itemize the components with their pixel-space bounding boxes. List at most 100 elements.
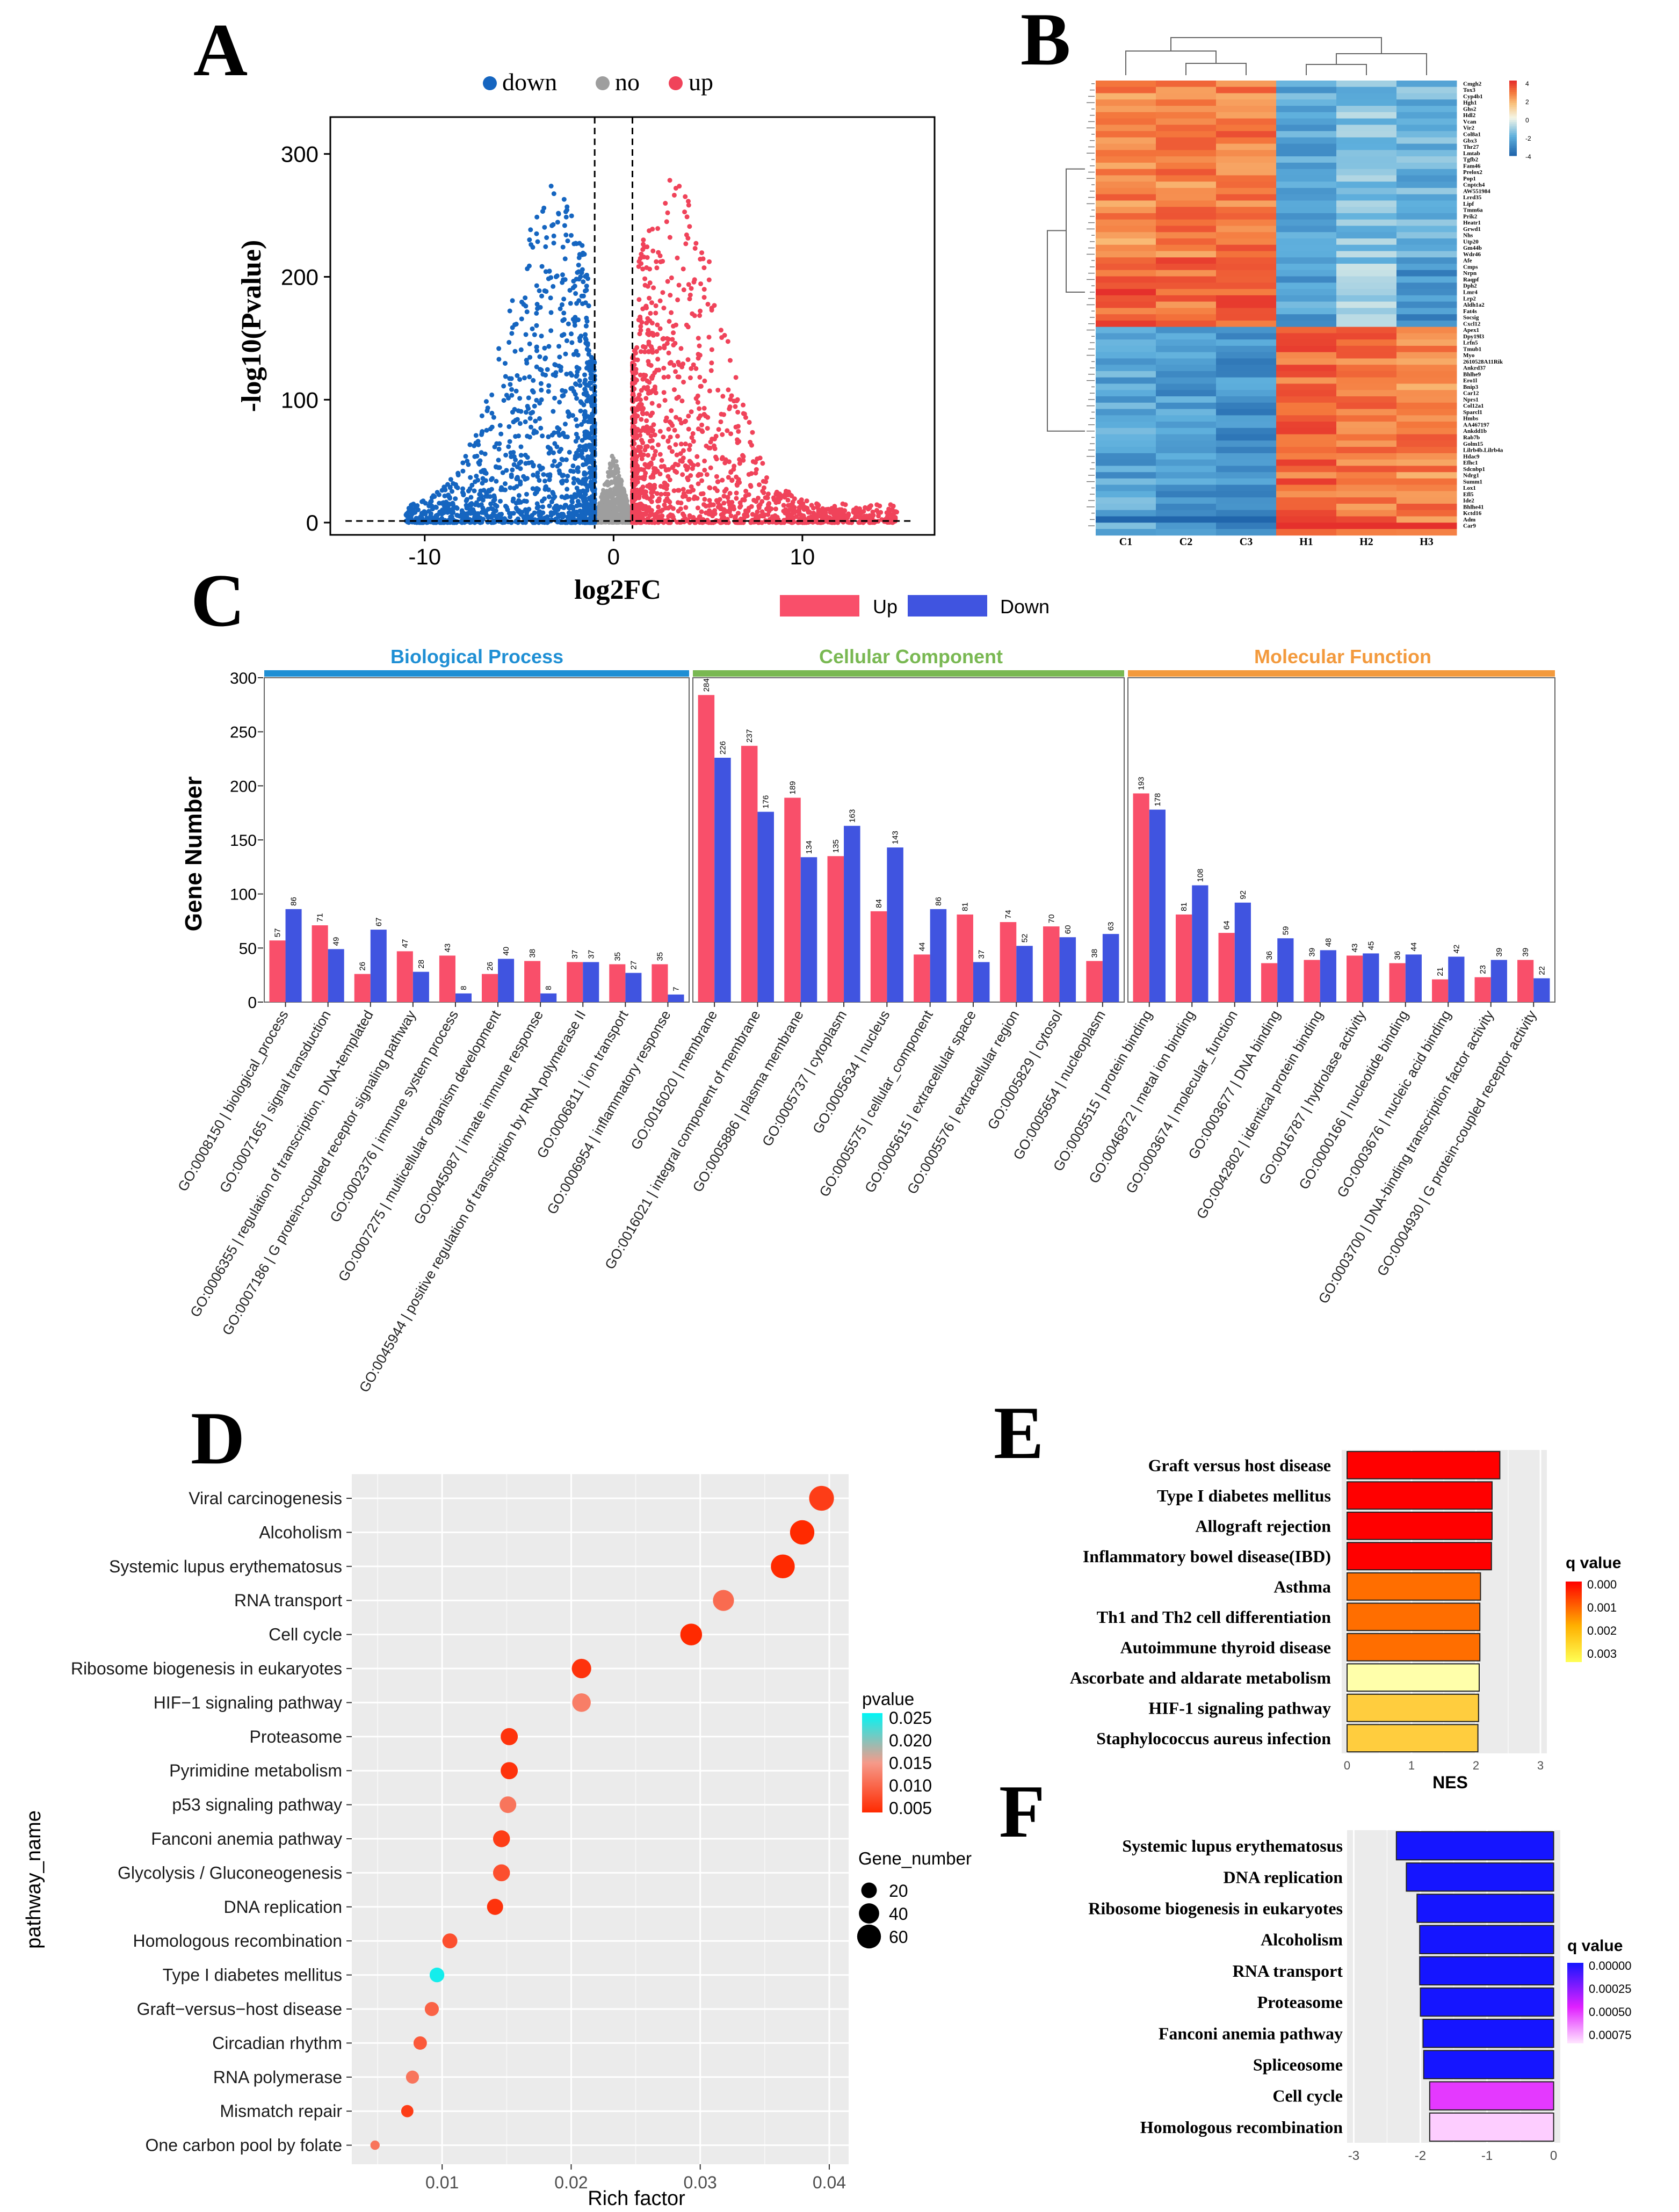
bar-up-label: 71 — [316, 913, 325, 922]
down-point — [564, 338, 569, 343]
down-point — [496, 458, 501, 463]
up-point — [736, 429, 741, 434]
down-point — [537, 288, 542, 293]
no-point — [619, 485, 624, 490]
down-point — [539, 293, 545, 299]
down-point — [576, 255, 582, 260]
up-point — [889, 506, 895, 512]
heatmap-cell — [1096, 516, 1156, 523]
up-point — [645, 244, 650, 250]
y-tick-label: 0 — [248, 994, 257, 1012]
down-point — [588, 520, 594, 525]
heatmap-cell — [1336, 156, 1397, 163]
down-point — [547, 503, 552, 509]
bar-up — [870, 911, 887, 1002]
down-point — [506, 511, 512, 516]
down-point — [575, 423, 580, 429]
up-point — [681, 266, 686, 272]
gene-label: Sdcnbp1 — [1463, 466, 1485, 473]
bar-up-label: 43 — [443, 944, 452, 953]
up-point — [728, 396, 733, 402]
heatmap-cell — [1216, 99, 1277, 106]
down-point — [406, 505, 411, 511]
down-point — [501, 398, 506, 403]
no-point — [602, 482, 607, 487]
down-point — [556, 514, 561, 519]
up-point — [699, 509, 704, 514]
up-point — [805, 518, 810, 523]
heatmap-cell — [1276, 276, 1337, 283]
down-point — [526, 395, 531, 401]
down-point — [527, 434, 532, 440]
down-point — [542, 288, 547, 294]
up-point — [671, 323, 676, 329]
bar-up-label: 237 — [745, 729, 754, 743]
pvalue-tick-label: 0.025 — [889, 1708, 932, 1728]
down-point — [542, 478, 547, 484]
up-point — [649, 376, 655, 381]
up-point — [665, 210, 670, 215]
bar-up-label: 135 — [831, 839, 841, 853]
up-point — [888, 502, 893, 507]
up-point — [713, 454, 718, 460]
heatmap-cell — [1216, 365, 1277, 372]
gene-label: Raqpf — [1463, 277, 1479, 283]
down-point — [535, 239, 540, 244]
heatmap-cell — [1096, 523, 1156, 530]
heatmap-cell — [1096, 466, 1156, 473]
up-point — [647, 438, 653, 444]
up-point — [644, 411, 649, 416]
up-point — [661, 375, 667, 380]
up-point — [656, 504, 661, 510]
down-point — [515, 373, 520, 378]
down-point — [509, 393, 515, 398]
up-point — [687, 513, 692, 518]
down-point — [451, 481, 456, 486]
bar-up-label: 39 — [1521, 948, 1530, 957]
down-point — [460, 486, 466, 491]
heatmap-cell — [1276, 472, 1337, 479]
up-point — [700, 491, 706, 496]
up-point — [666, 467, 671, 472]
heatmap-cell — [1276, 434, 1337, 441]
heatmap-cell — [1396, 81, 1457, 88]
down-point — [583, 443, 589, 448]
down-point — [496, 357, 502, 362]
heatmap-cell — [1276, 93, 1337, 100]
heatmap-cell — [1276, 371, 1337, 378]
heatmap-cell — [1396, 251, 1457, 258]
heatmap-cell — [1396, 377, 1457, 385]
up-point — [632, 379, 637, 385]
heatmap-cell — [1336, 365, 1397, 372]
down-point — [568, 494, 574, 499]
down-point — [526, 514, 532, 520]
down-point — [571, 476, 576, 481]
up-point — [721, 511, 726, 516]
down-point — [488, 501, 494, 506]
heatmap-cell — [1216, 169, 1277, 176]
pathway-label: Alcoholism — [1261, 1930, 1343, 1949]
no-point — [599, 512, 604, 517]
heatmap-cell — [1216, 308, 1277, 315]
up-point — [793, 509, 798, 514]
category-label: GO:0016020 | membrane — [627, 1007, 720, 1152]
heatmap-cell — [1216, 93, 1277, 100]
down-point — [534, 283, 539, 288]
up-point — [650, 429, 655, 434]
no-point — [613, 492, 618, 497]
heatmap-cell — [1336, 301, 1397, 308]
scale-tick-label: 4 — [1525, 80, 1529, 88]
down-point — [525, 508, 530, 513]
down-point — [580, 448, 585, 454]
heatmap-cell — [1096, 301, 1156, 308]
gene-label: Nhs — [1463, 233, 1473, 239]
scale-step — [1509, 139, 1517, 141]
heatmap-cell — [1396, 137, 1457, 144]
heatmap-cell — [1156, 276, 1217, 283]
down-point — [570, 463, 576, 468]
up-point — [697, 313, 703, 318]
down-point — [415, 503, 420, 509]
up-point — [736, 518, 741, 524]
down-point — [473, 479, 478, 484]
down-point — [513, 388, 519, 394]
